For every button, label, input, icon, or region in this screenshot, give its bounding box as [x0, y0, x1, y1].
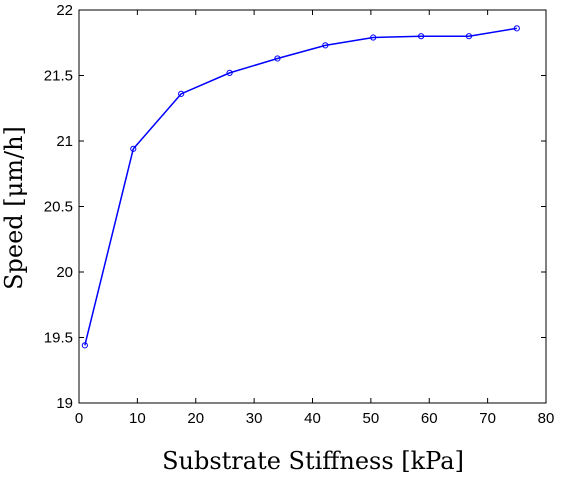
x-tick-label: 50: [363, 410, 380, 427]
data-point: [226, 69, 233, 76]
y-tick-label: 21: [56, 133, 73, 150]
plot-area: [79, 10, 546, 403]
series-layer: [81, 25, 520, 349]
y-axis-label: Speed [μm/h]: [0, 126, 28, 290]
y-tick-label: 22: [56, 2, 73, 19]
data-point: [417, 33, 425, 40]
x-tick-label: 40: [304, 410, 321, 427]
y-tick-label: 19.5: [44, 330, 73, 347]
data-point: [178, 90, 185, 97]
data-point: [370, 34, 377, 41]
series-line: [84, 27, 517, 346]
data-point: [513, 25, 520, 32]
x-axis-label: Substrate Stiffness [kPa]: [162, 447, 464, 475]
data-point: [130, 145, 137, 152]
x-tick-label: 30: [246, 410, 263, 427]
plot-background: [79, 10, 546, 403]
data-point: [465, 33, 473, 40]
axes-layer: 0 10 20 30 40 50 60 70 80 19 19.5 20 20.5 21 21.5 22: [44, 2, 555, 427]
x-tick-label: 60: [421, 410, 438, 427]
y-tick-label: 21.5: [44, 68, 73, 85]
y-tick-label: 20: [56, 264, 73, 281]
x-tick-label: 20: [187, 410, 204, 427]
x-tick-label: 80: [538, 410, 555, 427]
y-tick-label: 20.5: [44, 199, 73, 216]
data-point: [322, 42, 329, 49]
x-tick-label: 10: [129, 410, 146, 427]
data-point: [81, 342, 88, 349]
x-tick-label: 70: [479, 410, 496, 427]
y-tick-label: 19: [56, 395, 73, 412]
x-tick-label: 0: [75, 410, 83, 427]
data-point: [274, 55, 281, 62]
